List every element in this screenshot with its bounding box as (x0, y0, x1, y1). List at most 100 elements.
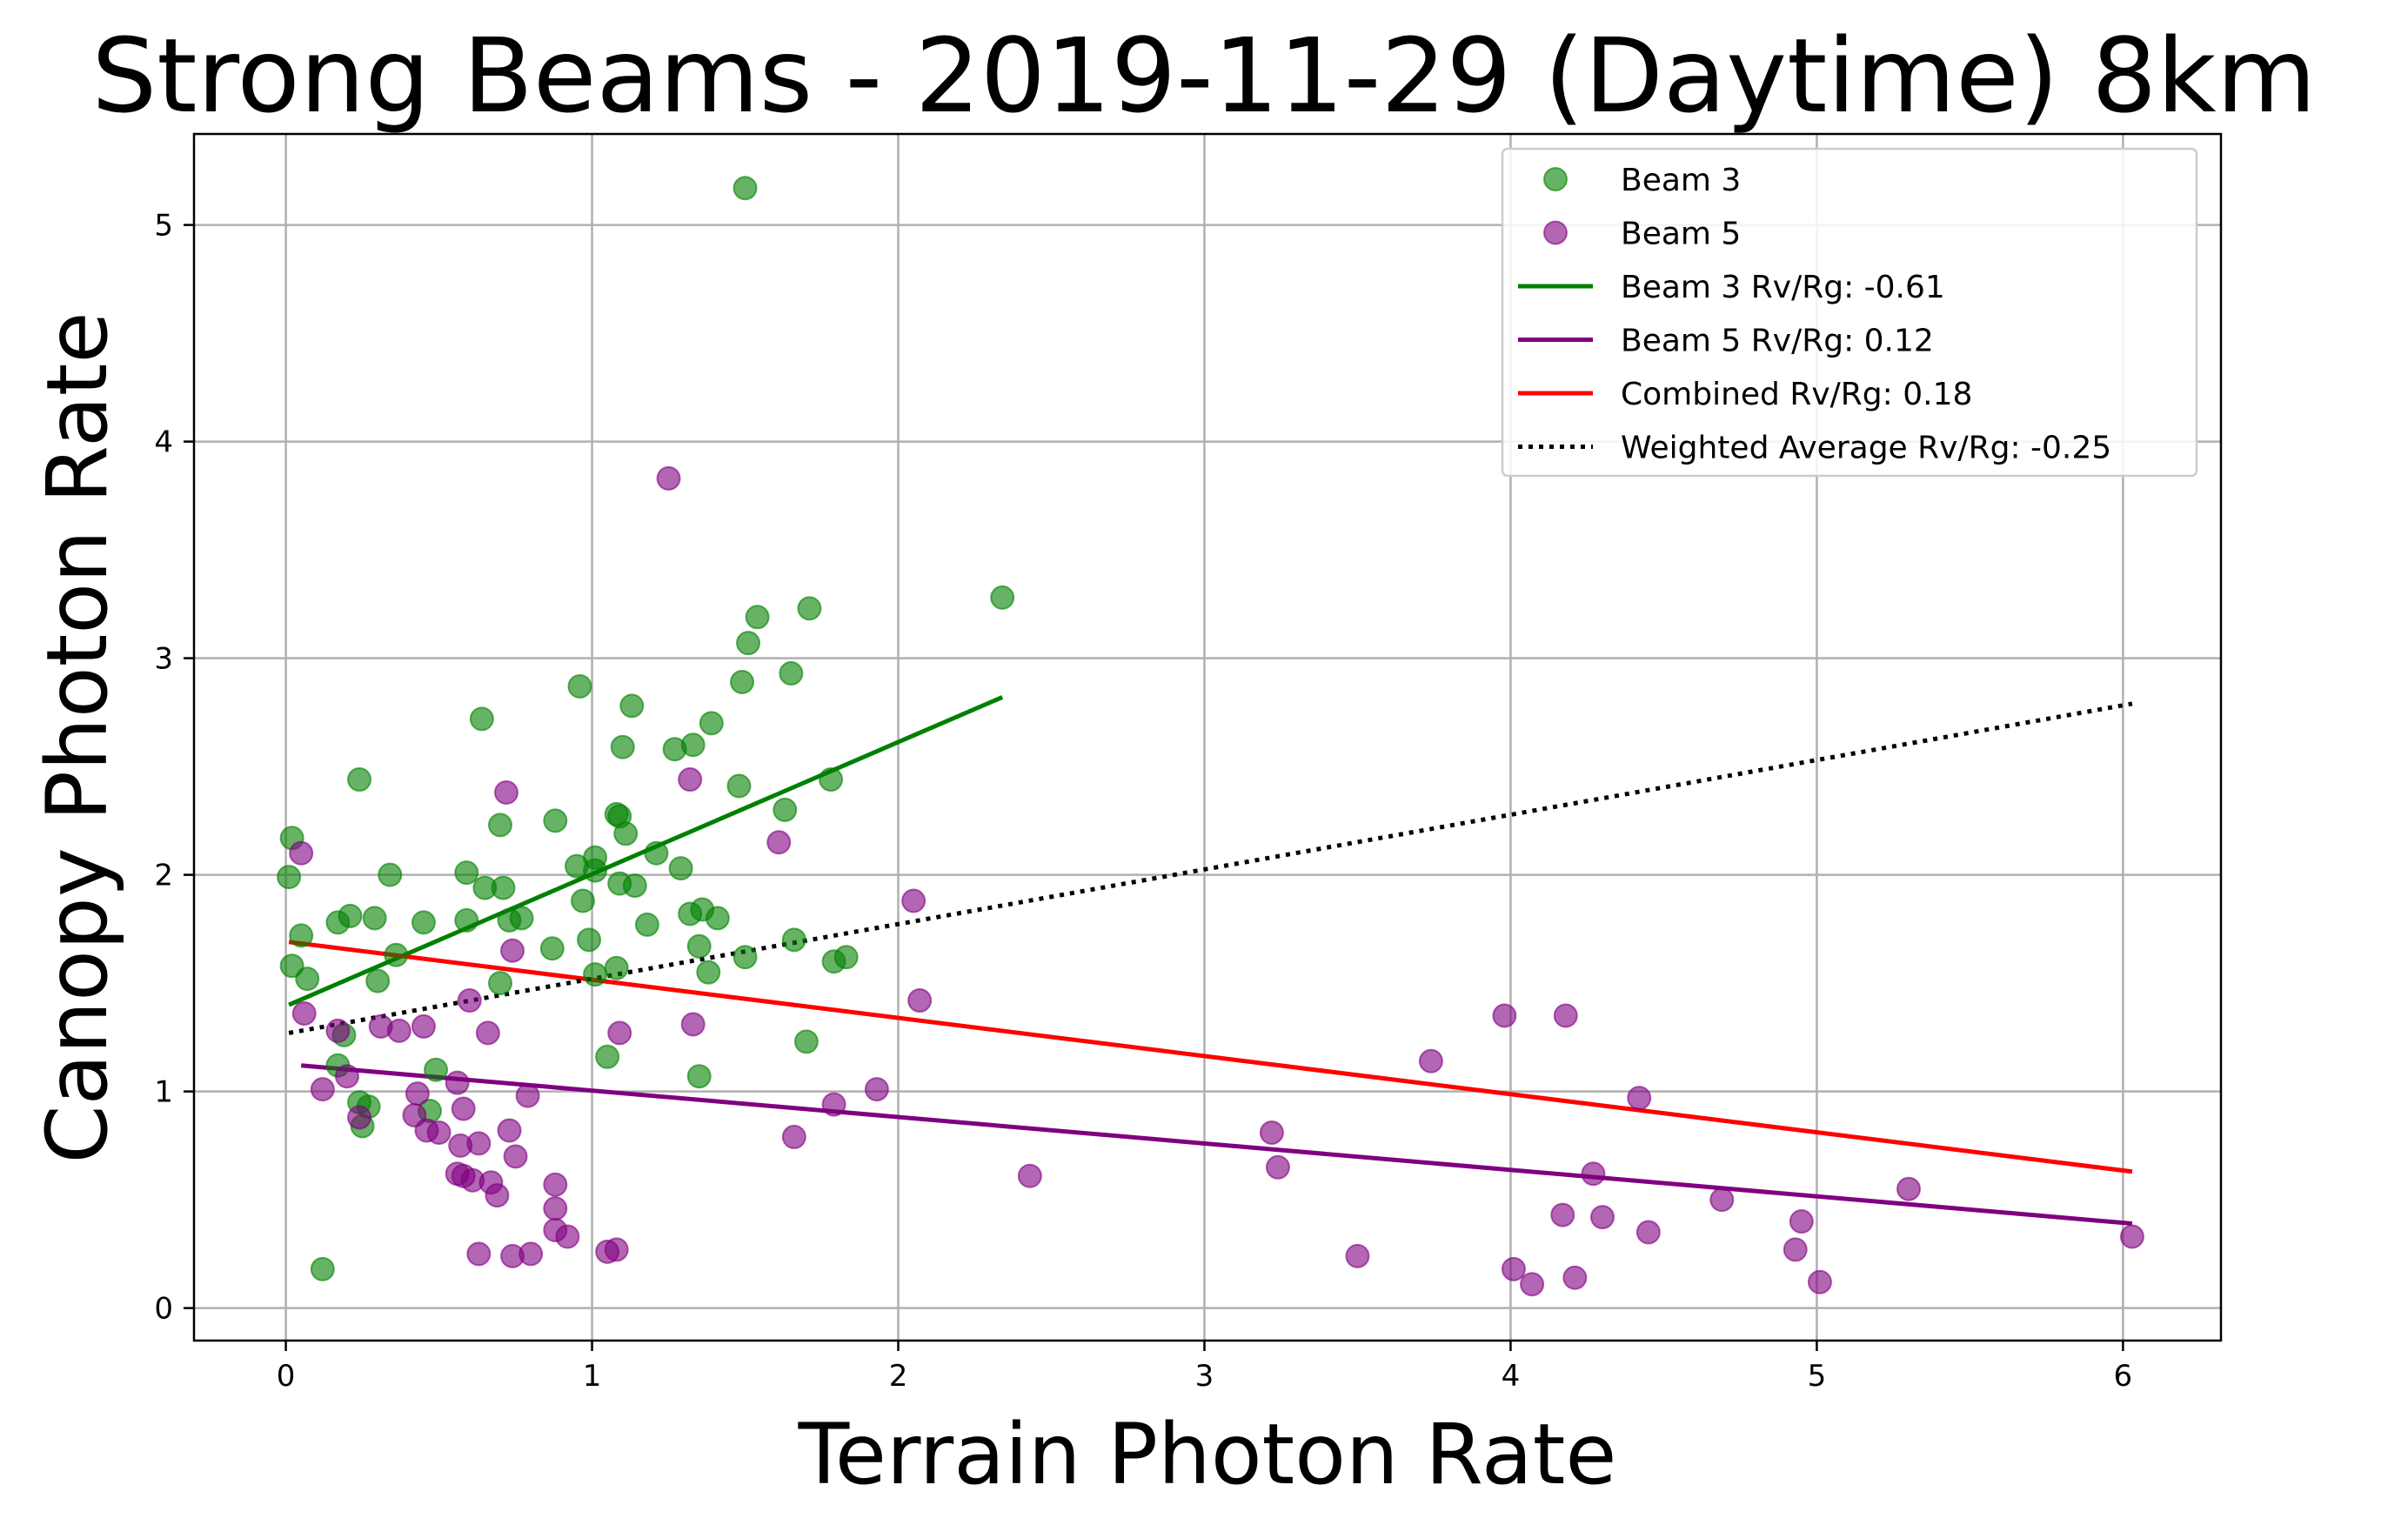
beam-3-point (454, 860, 479, 886)
beam-3-point (730, 670, 755, 695)
beam-5-point (1265, 1154, 1290, 1180)
beam-5-point (607, 1020, 632, 1046)
beam-3-point (487, 813, 512, 838)
beam-5-point (1345, 1243, 1370, 1268)
beam-5-point (781, 1124, 806, 1149)
beam-5-rv-rg-0-12-line (300, 1063, 2133, 1227)
beam-5-point (1418, 1048, 1443, 1074)
beam-3-point (622, 873, 647, 899)
beam-5-point (1590, 1205, 1615, 1230)
y-tick-label: 3 (154, 642, 173, 677)
beam-3-point (378, 862, 403, 887)
beam-3-point (705, 906, 730, 931)
beam-3-point (732, 176, 758, 201)
beam-3-point (539, 936, 565, 961)
beam-3-point (773, 797, 798, 822)
beam-3-point (781, 927, 806, 953)
beam-5-point (1550, 1202, 1575, 1227)
legend-label: Weighted Average Rv/Rg: -0.25 (1621, 431, 2111, 466)
beam-5-point (1259, 1120, 1284, 1145)
x-tick-label: 1 (583, 1359, 602, 1394)
legend-label: Combined Rv/Rg: 0.18 (1621, 377, 1972, 412)
beam-3-point (277, 865, 302, 890)
data-points (277, 176, 2144, 1297)
beam-5-point (1807, 1269, 1832, 1294)
beam-3-point (644, 840, 669, 866)
beam-5-point (386, 1018, 411, 1043)
beam-3-point (411, 910, 436, 935)
beam-3-point (613, 821, 639, 846)
beam-3-point (797, 596, 822, 621)
beam-5-point (1627, 1086, 1652, 1111)
beam-5-point (466, 1131, 492, 1156)
beam-5-point (907, 988, 933, 1013)
beam-5-point (543, 1172, 568, 1197)
beam-3-point (543, 808, 568, 833)
y-tick-label: 1 (154, 1075, 173, 1110)
beam-3-point (347, 767, 372, 793)
beam-5-point (821, 1092, 846, 1117)
beam-3-point (696, 960, 721, 985)
beam-3-point (595, 1044, 620, 1069)
beam-5-point (451, 1096, 476, 1121)
y-tick-label: 4 (154, 425, 173, 460)
beam-3-point (577, 927, 602, 953)
beam-3-point (567, 673, 592, 699)
beam-5-point (678, 767, 703, 793)
beam-3-point (726, 773, 752, 799)
beam-5-point (680, 1012, 706, 1037)
beam-3-point (310, 1256, 335, 1281)
beam-5-point (325, 1018, 351, 1043)
x-tick-label: 0 (277, 1359, 296, 1394)
beam-5-point (500, 938, 525, 963)
beam-3-point (793, 1029, 819, 1054)
beam-5-point (1492, 1003, 1517, 1028)
beam-3-point (570, 888, 595, 913)
y-tick-label: 0 (154, 1292, 173, 1327)
beam-5-point (1635, 1220, 1661, 1245)
beam-3-point (424, 1057, 449, 1082)
beam-5-point (497, 1118, 522, 1143)
beam-5-point (901, 888, 926, 913)
beam-3-point (779, 661, 804, 686)
x-tick-label: 2 (889, 1359, 908, 1394)
beam-5-point (766, 830, 792, 855)
beam-3-point (454, 907, 479, 933)
beam-5-point (1896, 1176, 1921, 1201)
beam-5-point (310, 1077, 335, 1102)
beam-3-point (634, 912, 659, 937)
beam-3-point (325, 910, 351, 935)
x-axis-label: Terrain Photon Rate (798, 1406, 1617, 1503)
legend: Beam 3 Beam 5 Beam 3 Rv/Rg: -0.61 Beam 5 Rv… (1501, 147, 2198, 478)
beam-5-point (1789, 1209, 1814, 1234)
legend-marker (1543, 220, 1568, 245)
legend-label: Beam 3 (1621, 163, 1741, 198)
beam-5-point (1783, 1237, 1808, 1262)
x-tick-label: 4 (1502, 1359, 1521, 1394)
beam-5-point (500, 1243, 525, 1268)
y-tick-label: 5 (154, 209, 173, 244)
beam-3-point (990, 585, 1015, 610)
beam-5-point (347, 1105, 372, 1130)
y-tick-label: 2 (154, 859, 173, 893)
legend-label: Beam 3 Rv/Rg: -0.61 (1621, 270, 1945, 305)
beam-5-point (864, 1077, 889, 1102)
beam-3-point (745, 605, 770, 630)
beam-3-point (662, 737, 687, 762)
beam-5-point (411, 1013, 436, 1039)
beam-3-point (289, 923, 314, 948)
beam-5-point (1553, 1003, 1578, 1028)
legend-label: Beam 5 (1621, 217, 1741, 252)
x-tick-label: 5 (1808, 1359, 1827, 1394)
beam-5-point (405, 1081, 430, 1107)
beam-3-point (819, 767, 844, 793)
beam-5-point (503, 1144, 528, 1169)
beam-5-point (291, 1000, 317, 1026)
beam-5-point (445, 1070, 470, 1095)
beam-3-point (732, 945, 758, 970)
beam-3-point (619, 693, 645, 719)
legend-marker (1543, 167, 1568, 191)
beam-5-point (1562, 1265, 1588, 1290)
legend-box (1501, 147, 2198, 478)
